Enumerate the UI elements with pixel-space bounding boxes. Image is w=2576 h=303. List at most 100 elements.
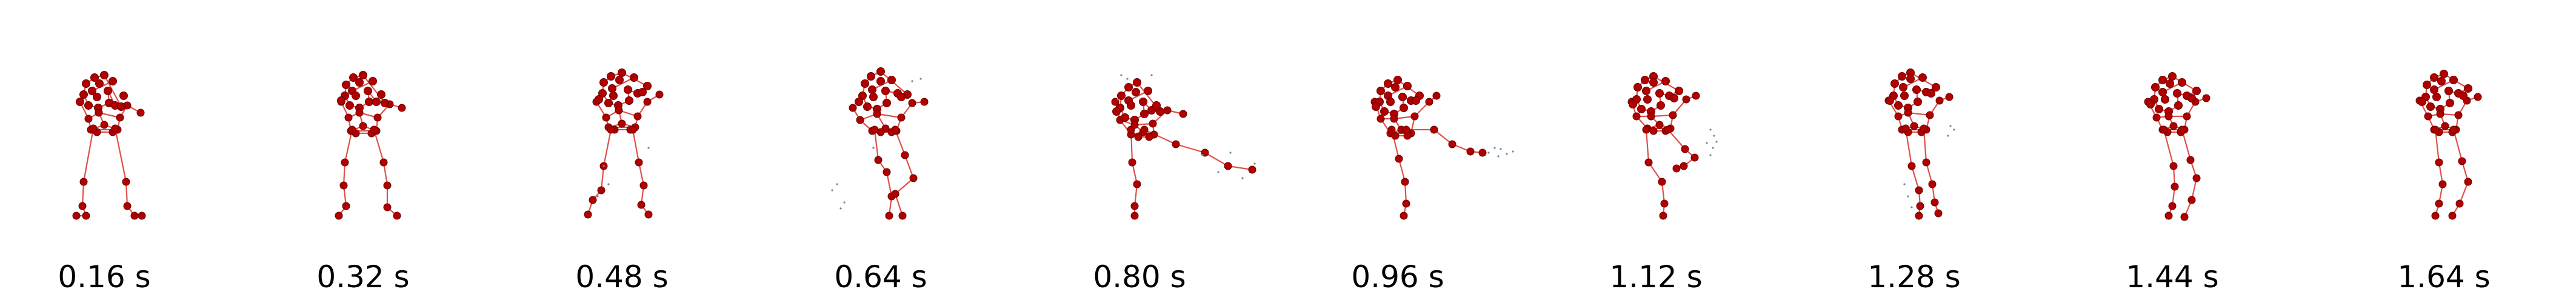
head-joint: [1391, 83, 1400, 92]
motion-trace-dot: [647, 147, 650, 149]
head-joint: [897, 93, 906, 101]
head-joint: [372, 98, 381, 106]
hip-joint: [1649, 127, 1658, 135]
leg-joint: [1400, 211, 1408, 220]
leg-joint: [339, 181, 348, 190]
neck-joint: [615, 106, 623, 115]
head-joint: [2155, 105, 2163, 113]
head-joint: [1633, 83, 1642, 92]
head-joint: [869, 93, 878, 101]
head-joint: [104, 87, 112, 95]
arm-joint: [602, 113, 610, 122]
head-joint: [1140, 110, 1149, 118]
head-joint: [1906, 75, 1915, 83]
leg-joint: [1920, 124, 1928, 133]
hip-joint: [100, 121, 108, 129]
head-joint: [624, 85, 632, 94]
head-joint: [867, 72, 875, 81]
leg-joint: [2438, 180, 2447, 188]
leg-joint: [1901, 124, 1910, 133]
motion-trace-dot: [831, 189, 833, 191]
head-joint: [1400, 104, 1408, 112]
head-joint: [618, 68, 626, 77]
right-leg-link: [1143, 128, 1177, 145]
motion-trace-dot: [1497, 155, 1500, 158]
arm-joint: [1163, 106, 1172, 115]
motion-trace-dot: [1709, 128, 1712, 131]
right-leg-link: [1204, 152, 1229, 167]
leg-joint: [379, 158, 388, 167]
head-joint: [1133, 78, 1141, 87]
leg-joint: [639, 181, 648, 190]
leg-joint: [2171, 182, 2179, 191]
neck-joint: [355, 108, 364, 117]
motion-trace-dot: [602, 165, 605, 167]
motion-trace-dot: [1953, 128, 1955, 131]
leg-joint: [1644, 158, 1653, 167]
left-leg-link: [1645, 128, 1650, 164]
neck-joint: [95, 108, 103, 117]
arm-joint: [1945, 93, 1954, 101]
head-joint: [2151, 83, 2160, 92]
left-leg-link: [886, 171, 893, 198]
head-joint: [2430, 85, 2438, 94]
leg-joint: [1448, 140, 1457, 148]
leg-joint: [2192, 174, 2201, 182]
leg-joint: [635, 158, 643, 167]
arm-joint: [1179, 110, 1187, 118]
leg-joint: [2168, 202, 2177, 210]
head-joint: [2426, 102, 2435, 111]
leg-joint: [2160, 125, 2168, 134]
hip-joint: [359, 122, 367, 130]
head-joint: [2418, 98, 2426, 106]
leg-joint: [348, 125, 356, 134]
arm-joint: [2183, 112, 2191, 121]
head-joint: [349, 73, 358, 82]
arm-joint: [856, 116, 864, 124]
right-leg-link: [114, 127, 127, 183]
leg-joint: [1934, 209, 1943, 218]
motion-trace-dot: [1903, 183, 1906, 185]
leg-joint: [901, 151, 909, 159]
shoulder-link: [876, 113, 903, 119]
skeleton-pose-8: [1884, 68, 1955, 220]
head-joint: [876, 77, 885, 85]
leg-joint: [122, 178, 130, 186]
leg-joint: [341, 158, 349, 167]
leg-joint: [2464, 178, 2472, 186]
motion-trace-dot: [1241, 177, 1244, 179]
head-joint: [342, 81, 350, 89]
leg-joint: [89, 124, 98, 133]
motion-trace-dot: [1512, 150, 1514, 153]
motion-trace-dot: [607, 183, 610, 185]
motion-trace-dot: [1201, 154, 1204, 156]
leg-joint: [1664, 125, 1672, 134]
right-leg-link: [1227, 165, 1253, 171]
motion-trace-dot: [1709, 154, 1712, 156]
arm-joint: [2202, 94, 2211, 102]
head-joint: [1657, 101, 1665, 110]
head-joint: [604, 99, 613, 107]
neck-joint: [2164, 112, 2173, 121]
left-leg-link: [873, 128, 879, 161]
leg-joint: [393, 211, 401, 220]
arm-joint: [1692, 92, 1700, 100]
head-joint: [2158, 88, 2167, 96]
arm-joint: [1682, 95, 1690, 104]
leg-joint: [607, 125, 615, 134]
head-joint: [352, 92, 360, 100]
hip-joint: [1391, 132, 1400, 140]
motion-trace-dot: [843, 201, 846, 204]
head-joint: [1918, 73, 1927, 82]
leg-joint: [383, 203, 392, 211]
head-joint: [2178, 78, 2186, 87]
leg-joint: [909, 174, 918, 182]
motion-trace-dot: [839, 207, 842, 210]
motion-trace-dot: [1706, 142, 1708, 144]
leg-joint: [1915, 211, 1923, 220]
leg-joint: [874, 156, 883, 164]
head-joint: [881, 87, 890, 95]
leg-joint: [2431, 211, 2440, 220]
leg-joint: [370, 125, 378, 134]
neck-joint: [1647, 112, 1655, 121]
